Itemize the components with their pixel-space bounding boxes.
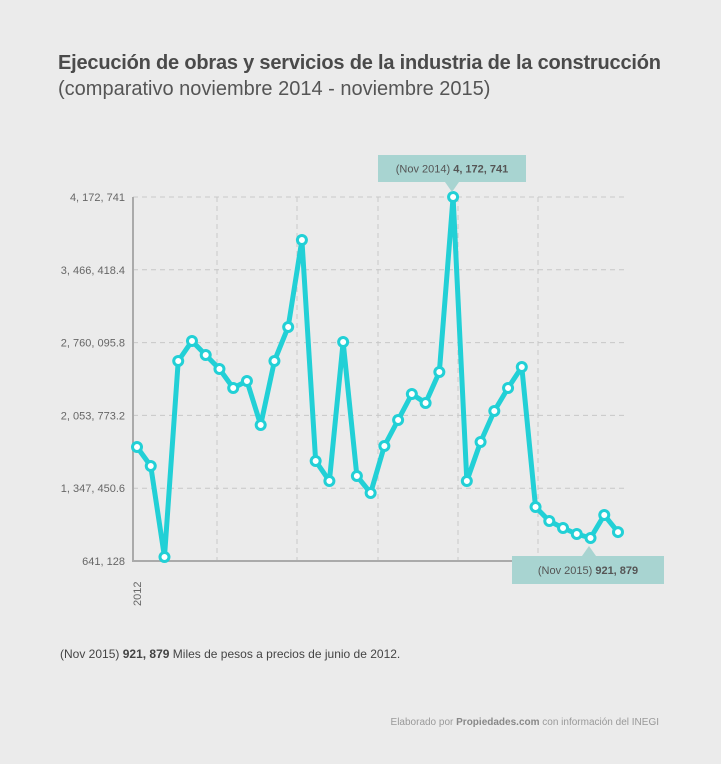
data-point (227, 382, 240, 395)
data-point (570, 527, 583, 540)
annotation-peak-box (378, 155, 526, 182)
data-point (240, 375, 253, 388)
data-point (309, 455, 322, 468)
data-point (185, 335, 198, 348)
footnote-value: 921, 879 (122, 647, 170, 661)
footnote-text: Miles de pesos a precios de junio de 201… (172, 647, 401, 661)
data-point (254, 419, 267, 432)
data-point (543, 515, 556, 528)
credit: Elaborado por Propiedades.com con inform… (391, 717, 659, 728)
annotation-peak-value: 4, 172, 741 (453, 164, 508, 176)
data-point (529, 501, 542, 514)
data-point (144, 460, 157, 473)
annotation-latest-value: 921, 879 (595, 565, 638, 577)
data-point (405, 388, 418, 401)
y-tick-label: 2, 760, 095.8 (61, 338, 125, 350)
footnote: (Nov 2015) 921, 879 Miles de pesos a pre… (60, 647, 400, 661)
chart-title: Ejecución de obras y servicios de la ind… (58, 52, 661, 74)
credit-brand: Propiedades.com (456, 717, 540, 728)
y-tick-label: 641, 128 (82, 556, 125, 568)
data-point (213, 362, 226, 375)
footnote-label: (Nov 2015) (60, 647, 120, 661)
annotation-peak-label: (Nov 2014) (396, 164, 453, 176)
annotation-peak-text: (Nov 2014) 4, 172, 741 (396, 164, 509, 176)
y-tick-label: 4, 172, 741 (70, 192, 125, 204)
data-point (364, 486, 377, 499)
data-point (584, 531, 597, 544)
data-point (199, 348, 212, 361)
y-tick-label: 3, 466, 418.4 (61, 265, 125, 277)
data-point (515, 360, 528, 373)
credit-prefix: Elaborado por (390, 717, 454, 728)
data-point (378, 439, 391, 452)
credit-suffix: con información del INEGI (542, 717, 659, 728)
data-line (134, 194, 620, 560)
data-point (268, 354, 281, 367)
data-point (488, 404, 501, 417)
data-point (131, 440, 143, 453)
data-point (172, 354, 185, 367)
data-point (337, 336, 350, 349)
data-point (612, 526, 624, 539)
annotation-latest-text: (Nov 2015) 921, 879 (538, 565, 638, 577)
y-tick-label: 1, 347, 450.6 (61, 483, 125, 495)
data-point (460, 475, 473, 488)
data-point (295, 233, 308, 246)
annotation-latest-label: (Nov 2015) (538, 565, 595, 577)
data-point (447, 191, 460, 203)
data-point (350, 470, 363, 483)
annotation-peak-pointer (445, 182, 459, 192)
data-point (419, 396, 432, 409)
chart-subtitle: (comparativo noviembre 2014 - noviembre … (58, 78, 491, 100)
data-point (557, 522, 570, 535)
x-tick-label: 2012 (132, 582, 144, 606)
data-point (502, 382, 515, 395)
data-point (433, 365, 446, 378)
data-point (282, 320, 295, 333)
annotation-latest-box (512, 556, 664, 584)
y-tick-label: 2, 053, 773.2 (61, 410, 125, 422)
data-point (598, 509, 611, 522)
data-point (392, 414, 405, 427)
data-point (323, 475, 336, 488)
annotation-latest-pointer (582, 546, 596, 556)
data-point (158, 550, 171, 563)
data-point (474, 435, 487, 448)
